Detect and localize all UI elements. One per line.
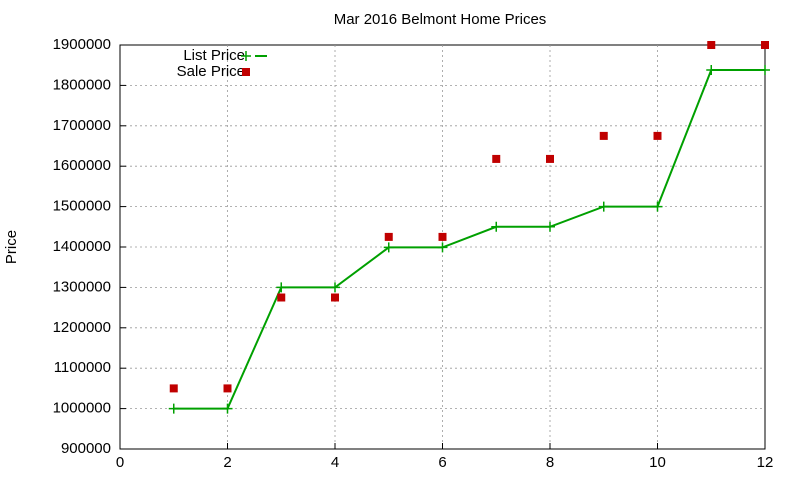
- x-tick-label: 0: [116, 454, 124, 471]
- point-marker: [384, 232, 393, 241]
- point-marker: [222, 403, 233, 414]
- legend-marker: [241, 51, 251, 61]
- point-marker: [331, 293, 339, 302]
- y-tick-label: 1400000: [53, 238, 111, 255]
- x-tick-label: 8: [546, 454, 554, 471]
- x-tick-label: 10: [649, 454, 666, 471]
- point-marker: [437, 242, 448, 253]
- y-tick-label: 1200000: [53, 319, 111, 336]
- y-tick-label: 1000000: [53, 400, 111, 417]
- y-tick-label: 1600000: [53, 157, 111, 174]
- x-tick-label: 6: [438, 454, 446, 471]
- point-marker: [545, 221, 555, 232]
- y-tick-label: 1500000: [53, 198, 111, 215]
- point-marker: [653, 131, 662, 140]
- y-tick-label: 1800000: [53, 76, 111, 93]
- chart-title: Mar 2016 Belmont Home Prices: [334, 11, 547, 28]
- point-marker: [330, 282, 340, 293]
- y-tick-label: 1100000: [54, 359, 111, 376]
- point-marker: [438, 232, 447, 241]
- legend-label: Sale Price: [177, 63, 245, 80]
- legend-marker: [242, 68, 250, 76]
- point-marker: [599, 131, 608, 140]
- y-axis-label: Price: [3, 230, 20, 264]
- point-marker: [761, 41, 769, 49]
- point-marker: [546, 154, 554, 163]
- series-line: [173, 69, 765, 410]
- y-tick-label: 900000: [61, 440, 111, 457]
- point-marker: [706, 65, 717, 76]
- y-tick-label: 1300000: [53, 278, 111, 295]
- y-tick-label: 1700000: [53, 117, 111, 134]
- point-marker: [598, 201, 609, 212]
- point-marker: [168, 403, 179, 414]
- point-marker: [652, 201, 663, 212]
- point-marker: [383, 242, 394, 253]
- x-tick-label: 12: [757, 454, 774, 471]
- x-tick-label: 4: [331, 454, 339, 471]
- point-marker: [223, 384, 232, 393]
- point-marker: [760, 65, 770, 76]
- point-marker: [169, 384, 178, 393]
- point-marker: [491, 221, 502, 232]
- point-marker: [277, 293, 286, 302]
- legend-label: List Price: [183, 47, 245, 64]
- x-tick-label: 2: [223, 454, 231, 471]
- point-marker: [492, 154, 501, 163]
- point-marker: [276, 282, 287, 293]
- point-marker: [707, 41, 716, 49]
- y-tick-label: 1900000: [53, 36, 111, 53]
